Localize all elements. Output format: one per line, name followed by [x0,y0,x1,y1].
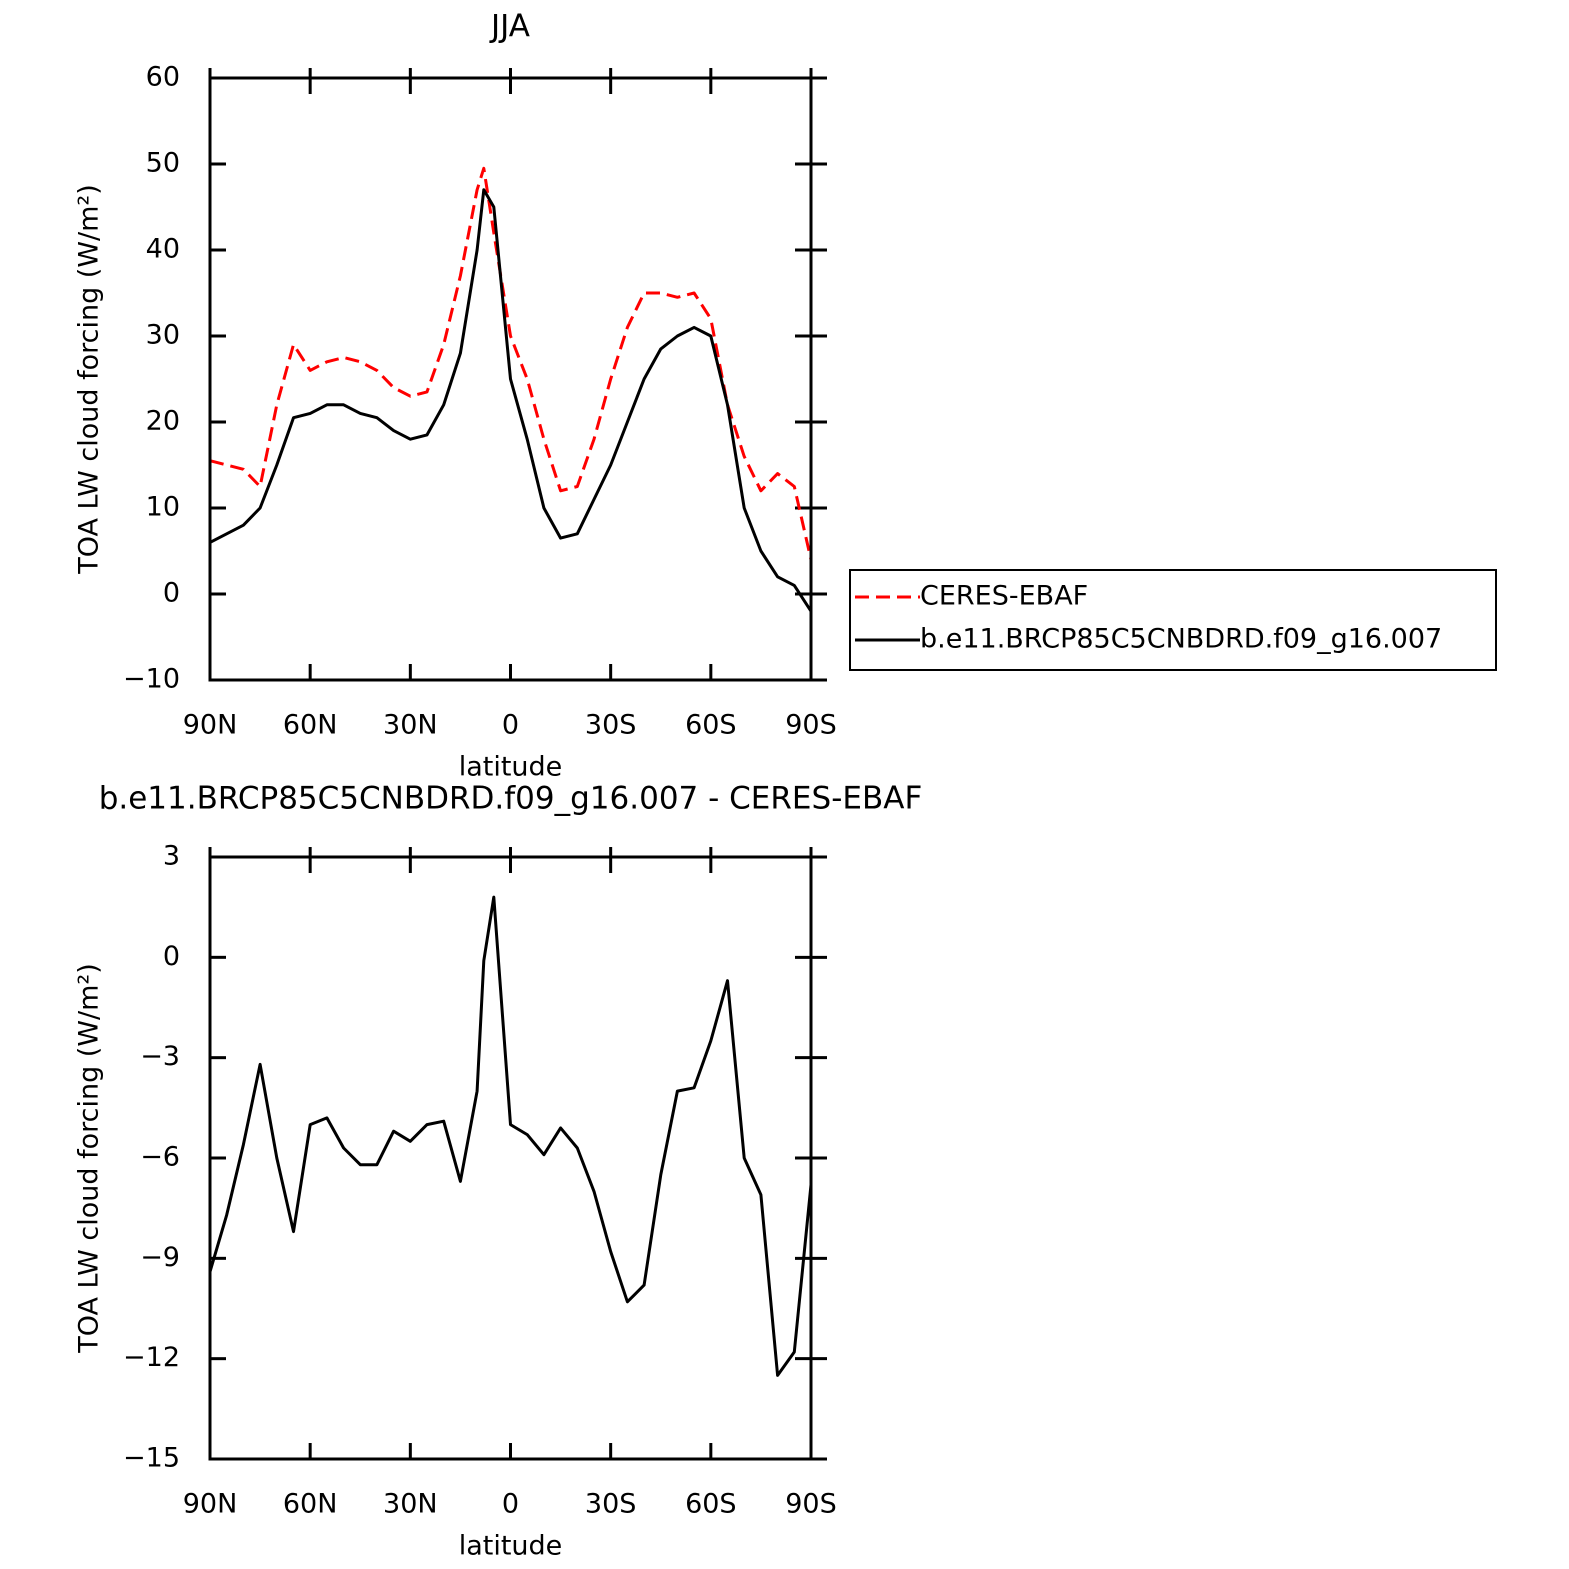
y-axis-label: TOA LW cloud forcing (W/m²) [74,963,105,1354]
x-tick-label: 90N [183,710,238,741]
y-tick-label: 3 [163,841,180,872]
x-tick-label: 30S [585,710,637,741]
y-tick-label: 0 [163,941,180,972]
y-tick-label: −10 [123,664,180,695]
y-tick-label: 0 [163,578,180,609]
x-tick-label: 30S [585,1489,637,1520]
legend-box [849,569,1497,671]
x-tick-label: 90S [785,710,837,741]
plot-frame [208,855,813,1461]
plot-frame [208,76,813,682]
legend-label: b.e11.BRCP85C5CNBDRD.f09_g16.007 [920,624,1442,655]
y-tick-label: −15 [123,1443,180,1474]
y-tick-label: −6 [140,1142,180,1173]
x-tick-label: 0 [502,1489,519,1520]
x-tick-label: 30N [383,710,438,741]
x-tick-label: 60N [283,1489,338,1520]
chart-title: b.e11.BRCP85C5CNBDRD.f09_g16.007 - CERES… [99,781,923,817]
y-tick-label: 10 [146,492,180,523]
x-tick-label: 90N [183,1489,238,1520]
y-tick-label: −3 [140,1041,180,1072]
y-tick-label: 60 [146,62,180,93]
y-tick-label: −9 [140,1242,180,1273]
x-axis-label: latitude [459,752,563,783]
y-tick-label: 30 [146,320,180,351]
x-tick-label: 60N [283,710,338,741]
x-tick-label: 30N [383,1489,438,1520]
y-tick-label: 40 [146,234,180,265]
chart-title: JJA [489,9,530,45]
x-tick-label: 90S [785,1489,837,1520]
x-tick-label: 0 [502,710,519,741]
legend-label: CERES-EBAF [920,581,1088,612]
series-line [208,895,813,1377]
y-tick-label: 50 [146,148,180,179]
x-tick-label: 60S [685,1489,737,1520]
x-tick-label: 60S [685,710,737,741]
y-tick-label: −12 [123,1342,180,1373]
series-line [209,188,813,613]
y-axis-label: TOA LW cloud forcing (W/m²) [74,184,105,575]
x-axis-label: latitude [459,1531,563,1562]
y-tick-label: 20 [146,406,180,437]
